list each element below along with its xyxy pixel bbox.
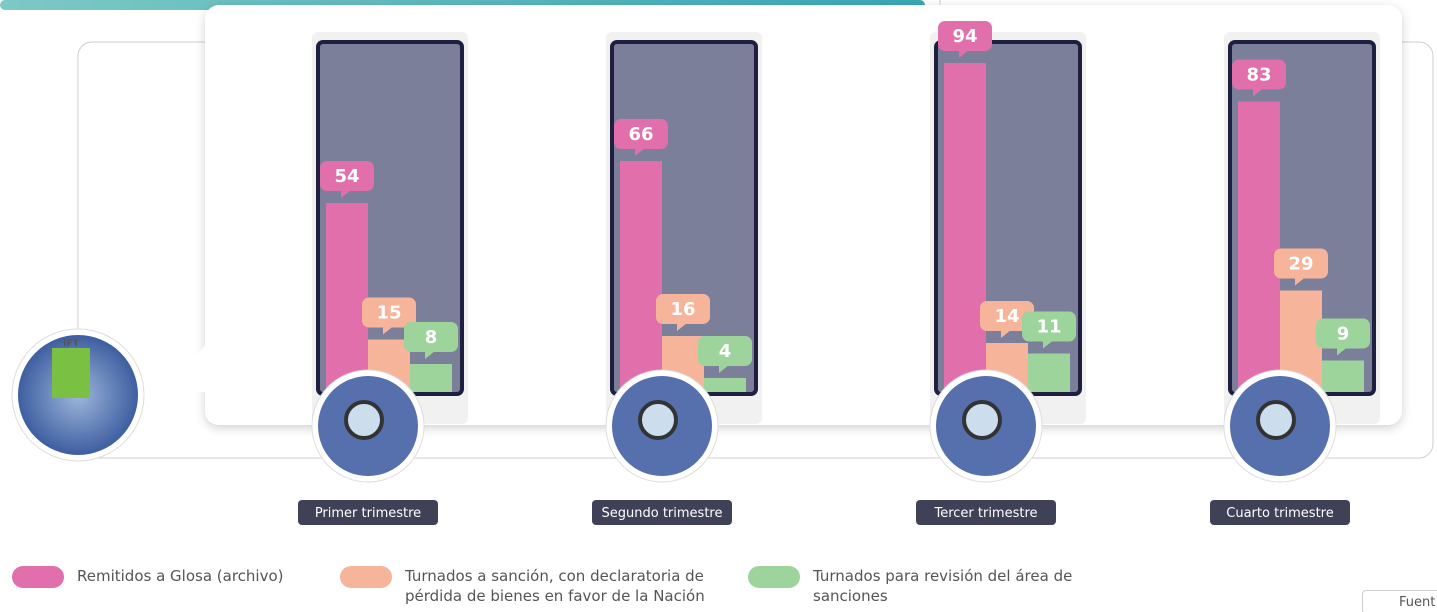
bar bbox=[1238, 101, 1280, 392]
value-label: 4 bbox=[719, 341, 732, 362]
category-box bbox=[592, 500, 732, 525]
magnifier-lens bbox=[638, 400, 678, 440]
value-label: 14 bbox=[994, 306, 1019, 327]
magnifier-lens bbox=[344, 400, 384, 440]
bar bbox=[1028, 353, 1070, 392]
value-bubble bbox=[1232, 59, 1286, 90]
bar bbox=[704, 378, 746, 392]
value-label: 66 bbox=[628, 124, 653, 145]
category-box bbox=[916, 500, 1056, 525]
value-bubble bbox=[938, 21, 992, 51]
bubble-tail bbox=[959, 50, 969, 58]
bubble-tail bbox=[1043, 340, 1053, 349]
bar bbox=[1322, 360, 1364, 392]
bubble-tail bbox=[1001, 330, 1011, 338]
value-label: 16 bbox=[670, 299, 695, 320]
category-label: Primer trimestre bbox=[315, 506, 421, 521]
value-bubble bbox=[1274, 248, 1328, 279]
value-bubble bbox=[614, 119, 668, 149]
category-box bbox=[298, 500, 438, 525]
legend-swatch bbox=[12, 566, 64, 588]
legend-swatch bbox=[748, 566, 800, 588]
value-bubble bbox=[656, 294, 710, 324]
bubble-tail bbox=[1295, 277, 1305, 286]
card bbox=[205, 5, 1402, 425]
bubble-tail bbox=[635, 148, 645, 156]
svg-text:IFT: IFT bbox=[63, 339, 79, 349]
legend-label: Turnados para revisión del área de sanci… bbox=[813, 567, 1073, 605]
value-bubble bbox=[1022, 311, 1076, 342]
magnifier-lens bbox=[962, 400, 1002, 440]
bubble-tail bbox=[719, 365, 729, 373]
source: Fuent bbox=[1362, 590, 1437, 612]
value-label: 94 bbox=[952, 26, 977, 47]
value-bubble bbox=[980, 301, 1034, 331]
bar bbox=[410, 364, 452, 392]
value-label: 11 bbox=[1036, 317, 1061, 338]
value-bubble bbox=[362, 297, 416, 328]
value-bubble bbox=[1316, 318, 1370, 349]
value-label: 54 bbox=[334, 166, 359, 187]
bar bbox=[944, 63, 986, 392]
category-label: Tercer trimestre bbox=[933, 506, 1037, 521]
bubble-tail bbox=[383, 326, 393, 335]
legend-label: Remitidos a Glosa (archivo) bbox=[77, 567, 284, 585]
value-label: 29 bbox=[1288, 254, 1313, 275]
category-label: Cuarto trimestre bbox=[1226, 506, 1333, 521]
bubble-tail bbox=[1253, 88, 1263, 97]
category-box bbox=[1210, 500, 1350, 525]
legend-label: Turnados a sanción, con declaratoria de … bbox=[405, 567, 705, 605]
value-bubble bbox=[698, 336, 752, 366]
value-label: 8 bbox=[425, 327, 438, 348]
value-label: 9 bbox=[1337, 324, 1350, 345]
bubble-tail bbox=[425, 351, 435, 359]
card-pointer bbox=[168, 345, 205, 392]
value-bubble bbox=[320, 161, 374, 191]
value-label: 83 bbox=[1246, 65, 1271, 86]
legend-swatch bbox=[340, 566, 392, 588]
bubble-tail bbox=[1337, 347, 1347, 356]
value-bubble bbox=[404, 322, 458, 352]
ift-icon: IFT bbox=[11, 328, 145, 462]
bar bbox=[326, 203, 368, 392]
bubble-tail bbox=[677, 323, 687, 331]
bar bbox=[620, 161, 662, 392]
bubble-tail bbox=[341, 190, 351, 198]
magnifier-lens bbox=[1256, 400, 1296, 440]
category-label: Segundo trimestre bbox=[602, 506, 723, 521]
value-label: 15 bbox=[376, 303, 401, 324]
